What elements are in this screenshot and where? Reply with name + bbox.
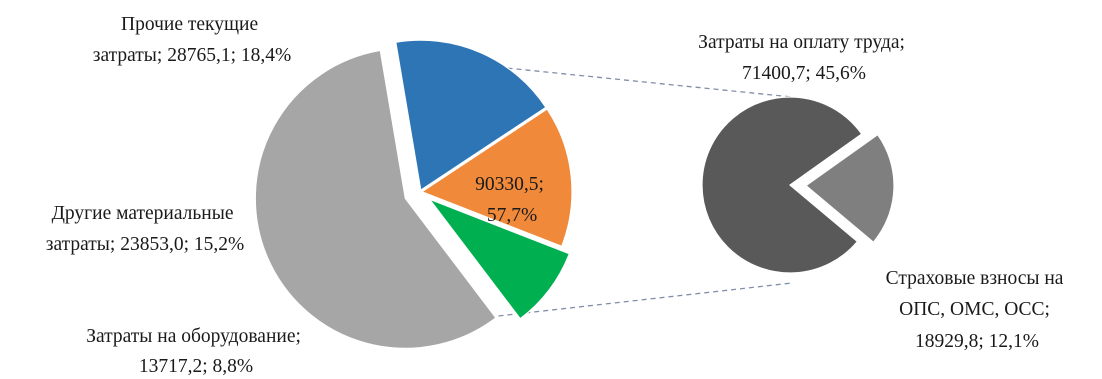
label-insurance: Страховые взносы на ОПС, ОМС, ОСС; 18929…: [886, 268, 1069, 352]
label-other-current: Прочие текущие затраты; 28765,1; 18,4%: [93, 14, 291, 66]
main-slice-other-materials: [420, 108, 573, 248]
secondary-slice-labor: [701, 96, 863, 274]
label-labor-group: 90330,5; 57,7%: [475, 174, 549, 226]
main-slice-labor-group: [254, 49, 497, 349]
main-pie: [254, 39, 573, 349]
label-labor: Затраты на оплату труда; 71400,7; 45,6%: [698, 32, 910, 84]
main-slice-other-current: [395, 39, 547, 192]
secondary-slice-insurance: [805, 133, 895, 244]
label-equipment: Затраты на оборудование; 13717,2; 8,8%: [86, 326, 306, 377]
main-slice-equipment: [427, 197, 571, 320]
label-other-materials: Другие материальные затраты; 23853,0; 15…: [46, 203, 244, 255]
secondary-pie: [701, 96, 895, 274]
